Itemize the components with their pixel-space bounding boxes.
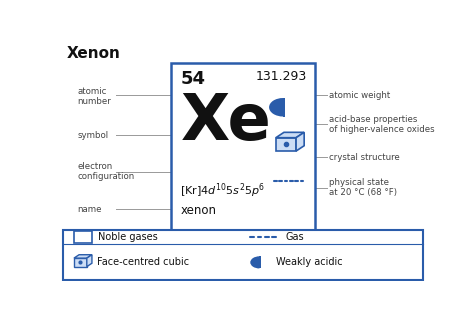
Text: 54: 54 xyxy=(181,70,205,88)
Wedge shape xyxy=(250,256,259,269)
Bar xyxy=(283,98,284,117)
Text: symbol: symbol xyxy=(78,131,109,140)
Polygon shape xyxy=(296,132,304,151)
Bar xyxy=(276,138,296,151)
Bar xyxy=(171,64,315,230)
Text: physical state
at 20 °C (68 °F): physical state at 20 °C (68 °F) xyxy=(329,178,397,197)
Text: name: name xyxy=(78,205,102,214)
Text: atomic weight: atomic weight xyxy=(329,91,391,100)
Text: crystal structure: crystal structure xyxy=(329,153,400,162)
Text: Xe: Xe xyxy=(181,91,271,154)
Text: electron
configuration: electron configuration xyxy=(78,162,135,181)
Bar xyxy=(74,231,92,243)
Text: Face-centred cubic: Face-centred cubic xyxy=(98,258,190,267)
Bar xyxy=(63,230,423,280)
Bar xyxy=(74,258,87,267)
Text: Weakly acidic: Weakly acidic xyxy=(276,258,343,267)
Text: $\rm{[Kr]4\it{d}^{10}5\it{s}^{2}5\it{p}^{6}}$: $\rm{[Kr]4\it{d}^{10}5\it{s}^{2}5\it{p}^… xyxy=(181,181,266,200)
Text: xenon: xenon xyxy=(181,204,217,217)
Polygon shape xyxy=(74,255,92,258)
Wedge shape xyxy=(269,98,283,117)
Text: atomic
number: atomic number xyxy=(78,87,111,106)
Text: Xenon: Xenon xyxy=(66,46,120,61)
Polygon shape xyxy=(87,255,92,267)
Text: acid-base properties
of higher-valence oxides: acid-base properties of higher-valence o… xyxy=(329,115,435,134)
Polygon shape xyxy=(276,132,304,138)
Text: 131.293: 131.293 xyxy=(256,70,307,82)
Text: Gas: Gas xyxy=(285,232,304,242)
Bar xyxy=(259,256,261,269)
Text: Noble gases: Noble gases xyxy=(98,232,157,242)
